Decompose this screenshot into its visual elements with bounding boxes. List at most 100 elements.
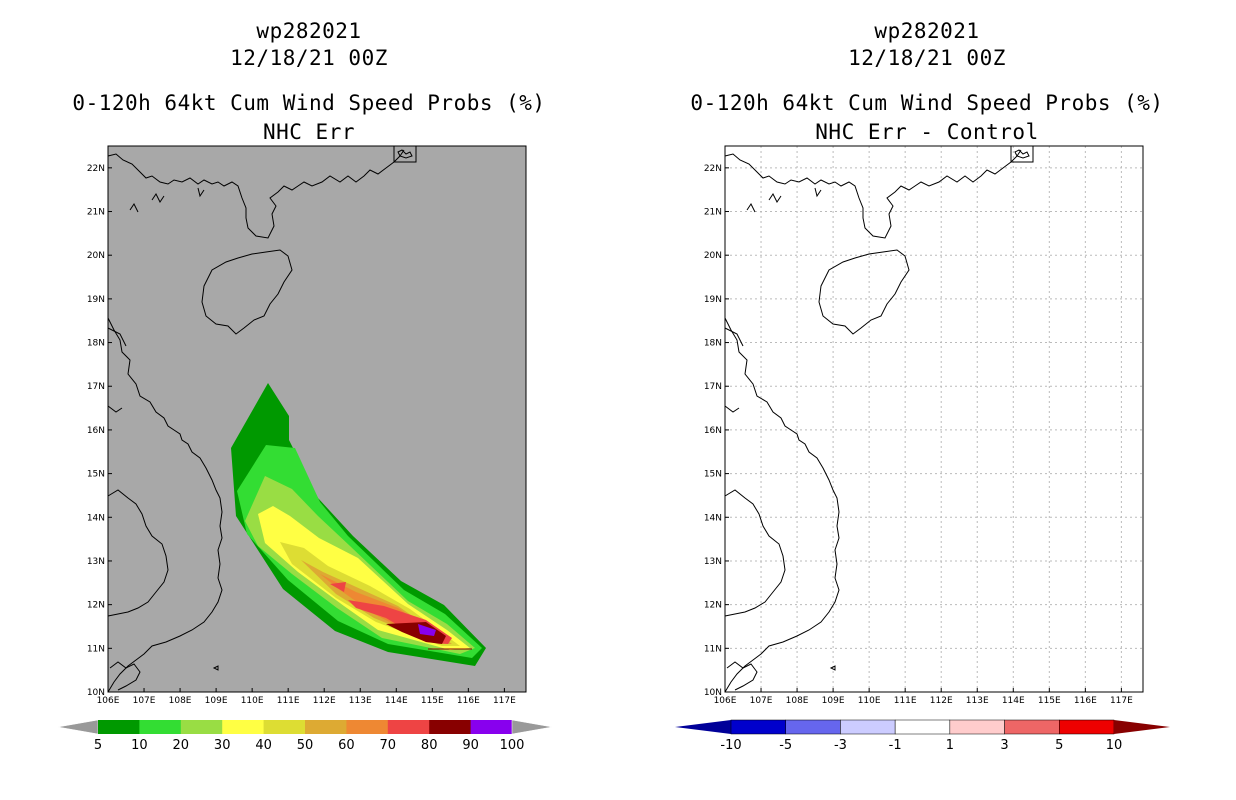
colorbar-label: 5 [94, 738, 102, 753]
colorbar-label: -5 [779, 738, 792, 753]
lat-tick-label: 12N [87, 601, 105, 611]
colorbar-swatch [785, 719, 841, 735]
lon-tick-label: 109E [205, 696, 228, 706]
lon-tick-label: 117E [1110, 696, 1133, 706]
lat-tick-label: 13N [87, 557, 105, 567]
colorbar-swatch [387, 720, 430, 734]
lat-tick-label: 13N [704, 557, 722, 567]
lon-tick-label: 113E [966, 696, 989, 706]
colorbar-swatch [730, 719, 786, 735]
right-datetime: 12/18/21 00Z [848, 46, 1006, 70]
right-gridlines [725, 146, 1143, 692]
colorbar-swatch [180, 720, 223, 734]
lon-tick-label: 109E [822, 696, 845, 706]
lon-tick-label: 117E [493, 696, 516, 706]
lat-tick-label: 17N [87, 382, 105, 392]
colorbar-swatch [1059, 719, 1115, 735]
colorbar-label: 20 [173, 738, 190, 753]
colorbar-label: -10 [720, 738, 741, 753]
lat-tick-label: 20N [704, 251, 722, 261]
colorbar-swatch [840, 719, 896, 735]
colorbar-label: 5 [1055, 738, 1063, 753]
colorbar-low-arrow [57, 719, 99, 735]
colorbar-label: 70 [380, 738, 397, 753]
lon-tick-label: 114E [385, 696, 408, 706]
right-map-panel: 106E 107E 108E 109E 110E 111E 112E 113E 114E 115E… [704, 145, 1144, 706]
left-datetime: 12/18/21 00Z [230, 46, 388, 70]
lon-tick-label: 112E [313, 696, 336, 706]
lon-tick-label: 111E [894, 696, 917, 706]
left-subtitle: NHC Err [262, 120, 355, 144]
lon-tick-label: 115E [421, 696, 444, 706]
lon-tick-label: 107E [750, 696, 773, 706]
colorbar-high-arrow [511, 719, 553, 735]
lat-tick-label: 22N [704, 164, 722, 174]
lat-tick-label: 15N [704, 470, 722, 480]
left-probability-swath [231, 383, 486, 666]
lat-tick-label: 20N [87, 251, 105, 261]
right-storm-id: wp282021 [874, 19, 980, 43]
left-axis-ticks: 106E 107E 108E 109E 110E 111E 112E 113E 114E 115E… [87, 164, 516, 706]
prob-80 [386, 622, 446, 644]
colorbar-low-arrow [675, 720, 731, 734]
lat-tick-label: 11N [704, 644, 722, 654]
lat-tick-label: 10N [704, 688, 722, 698]
colorbar-high-arrow [1114, 720, 1170, 734]
colorbar-swatch [346, 720, 389, 734]
colorbar-label: 80 [421, 738, 438, 753]
lon-tick-label: 115E [1038, 696, 1061, 706]
right-subtitle: NHC Err - Control [815, 120, 1039, 144]
lat-tick-label: 19N [87, 295, 105, 305]
colorbar-label: -1 [889, 738, 902, 753]
colorbar-label: -3 [834, 738, 847, 753]
lat-tick-label: 21N [87, 208, 105, 218]
lat-tick-label: 18N [704, 339, 722, 349]
colorbar-label: 40 [255, 738, 272, 753]
lon-tick-label: 106E [97, 696, 120, 706]
colorbar-swatch [470, 720, 513, 734]
lat-tick-label: 18N [87, 339, 105, 349]
right-colorbar: -10 -5 -3 -1 1 3 5 10 [675, 719, 1170, 753]
right-product-title: 0-120h 64kt Cum Wind Speed Probs (%) [690, 91, 1164, 115]
prob-70-inner [330, 582, 346, 592]
lon-tick-label: 108E [169, 696, 192, 706]
lat-tick-label: 14N [87, 513, 105, 523]
lon-tick-label: 114E [1002, 696, 1025, 706]
colorbar-label: 60 [338, 738, 355, 753]
lat-tick-label: 17N [704, 382, 722, 392]
left-colorbar: 5 10 20 30 40 50 60 70 80 90 100 [57, 719, 553, 753]
lon-tick-label: 116E [1074, 696, 1097, 706]
colorbar-label: 30 [214, 738, 231, 753]
lon-tick-label: 113E [349, 696, 372, 706]
colorbar-label: 3 [1000, 738, 1008, 753]
left-product-title: 0-120h 64kt Cum Wind Speed Probs (%) [72, 91, 546, 115]
lon-tick-label: 108E [786, 696, 809, 706]
lat-tick-label: 16N [704, 426, 722, 436]
colorbar-swatch [263, 720, 306, 734]
prob-30 [258, 506, 470, 650]
lon-tick-label: 116E [457, 696, 480, 706]
lat-tick-label: 19N [704, 295, 722, 305]
colorbar-swatch [429, 720, 472, 734]
lat-tick-label: 14N [704, 513, 722, 523]
colorbar-label: 50 [297, 738, 314, 753]
lat-tick-label: 22N [87, 164, 105, 174]
colorbar-swatch [894, 719, 951, 735]
left-storm-id: wp282021 [256, 19, 362, 43]
colorbar-swatch [139, 720, 182, 734]
lat-tick-label: 15N [87, 470, 105, 480]
lon-tick-label: 111E [277, 696, 300, 706]
colorbar-swatch [222, 720, 265, 734]
lon-tick-label: 106E [714, 696, 737, 706]
colorbar-label: 1 [946, 738, 954, 753]
colorbar-swatch [305, 720, 347, 734]
prob-90 [418, 624, 436, 636]
colorbar-label: 10 [131, 738, 148, 753]
colorbar-label: 90 [462, 738, 479, 753]
colorbar-label: 10 [1106, 738, 1123, 753]
colorbar-swatch [1004, 719, 1060, 735]
lon-tick-label: 110E [858, 696, 881, 706]
right-map-frame [724, 145, 1144, 693]
lat-tick-label: 11N [87, 644, 105, 654]
